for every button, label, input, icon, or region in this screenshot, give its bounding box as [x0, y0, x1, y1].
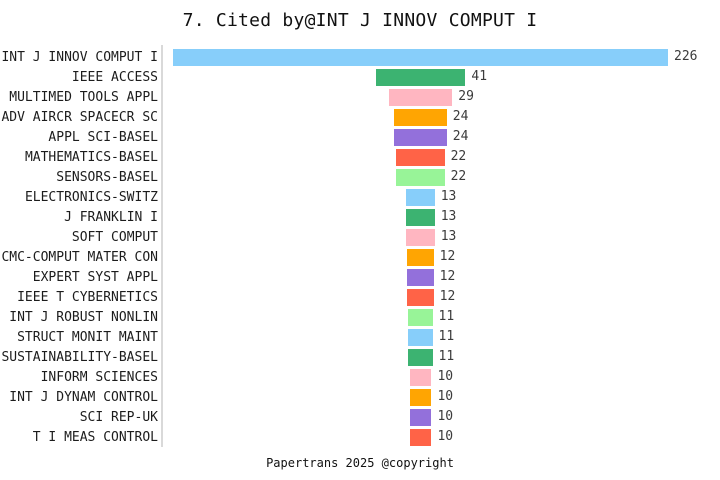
- value-label: 11: [438, 329, 455, 344]
- funnel-bar: [406, 208, 435, 226]
- funnel-bar: [408, 308, 433, 326]
- funnel-row: SCI REP-UK 10: [0, 407, 720, 427]
- category-label: IEEE ACCESS: [71, 69, 158, 85]
- category-label: J FRANKLIN I: [64, 209, 158, 225]
- funnel-bar: [407, 248, 434, 266]
- funnel-bar: [394, 108, 447, 126]
- value-label: 22: [450, 149, 467, 164]
- category-label: SOFT COMPUT: [71, 229, 158, 245]
- category-label: SCI REP-UK: [79, 409, 158, 425]
- value-label: 13: [440, 209, 457, 224]
- funnel-row: INT J ROBUST NONLIN 11: [0, 307, 720, 327]
- funnel-row: INFORM SCIENCES 10: [0, 367, 720, 387]
- value-label: 226: [674, 49, 698, 64]
- value-label: 13: [440, 229, 457, 244]
- funnel-row: APPL SCI-BASEL 24: [0, 127, 720, 147]
- value-label: 24: [452, 129, 469, 144]
- copyright-text: Papertrans 2025 @copyright: [266, 456, 454, 470]
- funnel-bar: [407, 288, 434, 306]
- value-label: 24: [452, 109, 469, 124]
- value-label: 10: [437, 409, 454, 424]
- category-label: T I MEAS CONTROL: [32, 429, 158, 445]
- category-label: INT J ROBUST NONLIN: [9, 309, 158, 325]
- category-label: MULTIMED TOOLS APPL: [9, 89, 158, 105]
- category-label: SENSORS-BASEL: [56, 169, 158, 185]
- funnel-row: CMC-COMPUT MATER CON 12: [0, 247, 720, 267]
- funnel-row: T I MEAS CONTROL 10: [0, 427, 720, 447]
- category-label: STRUCT MONIT MAINT: [17, 329, 158, 345]
- funnel-row: ELECTRONICS-SWITZ 13: [0, 187, 720, 207]
- category-label: IEEE T CYBERNETICS: [17, 289, 158, 305]
- category-label: INT J DYNAM CONTROL: [9, 389, 158, 405]
- category-label: ELECTRONICS-SWITZ: [24, 189, 158, 205]
- funnel-row: ADV AIRCR SPACECR SC 24: [0, 107, 720, 127]
- funnel-row: IEEE ACCESS 41: [0, 67, 720, 87]
- value-label: 12: [439, 249, 456, 264]
- funnel-bar: [406, 188, 435, 206]
- funnel-bar: [409, 408, 432, 426]
- funnel-row: J FRANKLIN I 13: [0, 207, 720, 227]
- funnel-row: INT J INNOV COMPUT I 226: [0, 47, 720, 67]
- category-label: CMC-COMPUT MATER CON: [1, 249, 158, 265]
- value-label: 11: [438, 309, 455, 324]
- funnel-bar: [396, 148, 445, 166]
- category-label: INT J INNOV COMPUT I: [1, 49, 158, 65]
- funnel-bar: [173, 48, 668, 66]
- funnel-bar: [394, 128, 447, 146]
- value-label: 29: [458, 89, 474, 104]
- funnel-row: INT J DYNAM CONTROL 10: [0, 387, 720, 407]
- category-label: ADV AIRCR SPACECR SC: [1, 109, 158, 125]
- value-label: 10: [437, 429, 454, 444]
- funnel-row: IEEE T CYBERNETICS 12: [0, 287, 720, 307]
- funnel-row: MULTIMED TOOLS APPL 29: [0, 87, 720, 107]
- value-label: 41: [471, 69, 488, 84]
- value-label: 10: [437, 369, 454, 384]
- funnel-row: SUSTAINABILITY-BASEL 11: [0, 347, 720, 367]
- funnel-bar: [409, 428, 432, 446]
- category-label: APPL SCI-BASEL: [48, 129, 158, 145]
- funnel-bar: [408, 328, 433, 346]
- plot-area: INT J INNOV COMPUT I 226 IEEE ACCESS 41 MULT…: [0, 45, 720, 449]
- value-label: 12: [439, 269, 456, 284]
- funnel-bar: [407, 268, 434, 286]
- funnel-bar: [409, 388, 432, 406]
- value-label: 12: [439, 289, 456, 304]
- funnel-bar: [375, 68, 466, 86]
- funnel-row: SENSORS-BASEL 22: [0, 167, 720, 187]
- category-label: MATHEMATICS-BASEL: [24, 149, 158, 165]
- value-label: 22: [450, 169, 467, 184]
- funnel-row: MATHEMATICS-BASEL 22: [0, 147, 720, 167]
- value-label: 10: [437, 389, 454, 404]
- y-axis-line: [161, 45, 163, 447]
- funnel-bar: [396, 168, 445, 186]
- category-label: INFORM SCIENCES: [40, 369, 158, 385]
- funnel-row: SOFT COMPUT 13: [0, 227, 720, 247]
- funnel-bar: [409, 368, 432, 386]
- category-label: SUSTAINABILITY-BASEL: [1, 349, 158, 365]
- value-label: 11: [438, 349, 455, 364]
- category-label: EXPERT SYST APPL: [32, 269, 158, 285]
- funnel-row: EXPERT SYST APPL 12: [0, 267, 720, 287]
- funnel-bar: [408, 348, 433, 366]
- funnel-bar: [406, 228, 435, 246]
- funnel-row: STRUCT MONIT MAINT 11: [0, 327, 720, 347]
- chart-title: 7. Cited by@INT J INNOV COMPUT I: [182, 10, 538, 31]
- value-label: 13: [440, 189, 457, 204]
- funnel-bar: [388, 88, 453, 106]
